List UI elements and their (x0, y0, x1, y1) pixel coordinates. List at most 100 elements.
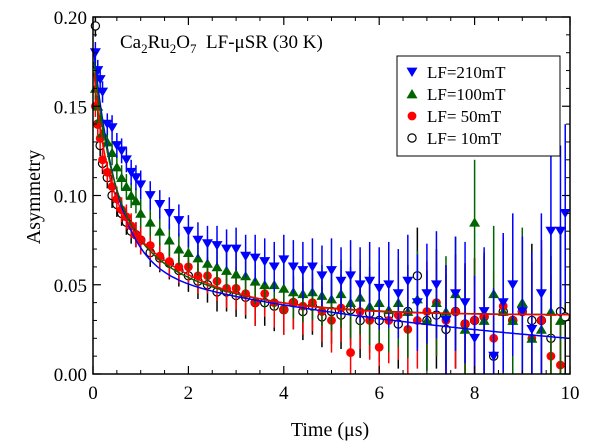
data-point (459, 298, 471, 308)
data-point (173, 244, 185, 254)
x-tick-label: 0 (88, 383, 98, 404)
y-tick-label: 0.05 (54, 276, 87, 297)
legend-marker (406, 67, 418, 77)
data-point (163, 208, 175, 219)
data-point (182, 247, 194, 258)
data-point (240, 251, 252, 262)
data-point (297, 266, 309, 276)
data-point (106, 123, 118, 133)
data-point (507, 280, 519, 290)
data-point (326, 266, 337, 276)
legend-label: LF=210mT (427, 63, 506, 82)
data-point (559, 208, 571, 219)
data-point (144, 191, 156, 201)
data-point (221, 244, 233, 254)
data-point (373, 283, 385, 294)
data-point (364, 276, 376, 287)
data-point (421, 289, 433, 299)
legend-label: LF=100mT (427, 85, 506, 104)
data-point (163, 235, 175, 245)
data-point (201, 258, 213, 268)
data-point (259, 257, 271, 267)
data-point (135, 208, 147, 218)
legend-label: LF= 50mT (427, 107, 502, 126)
data-point (130, 173, 142, 183)
data-point (335, 276, 347, 287)
y-axis-label: Asymmetry (23, 150, 45, 244)
data-point (469, 333, 481, 344)
data-point (545, 226, 557, 237)
legend-label: LF= 10mT (427, 129, 502, 148)
data-point (526, 324, 538, 335)
data-point (516, 307, 528, 317)
data-point (125, 167, 137, 178)
data-point (116, 146, 128, 156)
y-tick-label: 0.10 (54, 187, 87, 208)
x-tick-label: 8 (470, 383, 480, 404)
data-point (164, 257, 174, 266)
data-point (101, 137, 113, 147)
data-point (554, 226, 566, 237)
data-point (154, 226, 166, 236)
y-tick-label: 0.00 (54, 365, 87, 386)
legend-marker (406, 89, 418, 99)
data-point (130, 195, 142, 206)
data-point (346, 348, 355, 357)
x-axis-label: Time (μs) (291, 419, 369, 441)
legend: LF=210mT LF=100mT LF= 50mT LF= 10mT (396, 55, 561, 157)
data-point (345, 271, 357, 281)
data-point (221, 265, 233, 275)
fit-curve-0 (93, 52, 571, 340)
data-point (469, 217, 481, 227)
fit-curve-2 (93, 72, 570, 316)
data-point (230, 269, 242, 279)
data-point (116, 172, 128, 183)
data-point (278, 283, 290, 293)
data-point (535, 289, 547, 299)
data-point (392, 289, 404, 299)
x-tick-label: 6 (374, 383, 384, 404)
data-point (374, 342, 384, 352)
data-point (402, 276, 414, 287)
data-point (111, 161, 123, 172)
data-point (440, 316, 452, 326)
data-point (125, 190, 137, 200)
data-point (383, 280, 395, 290)
data-point (411, 298, 423, 308)
legend-marker (407, 111, 417, 121)
data-point (201, 239, 213, 249)
data-point (316, 271, 328, 281)
data-point (306, 262, 318, 272)
data-point (497, 298, 509, 308)
y-tick-label: 0.15 (54, 97, 87, 118)
data-point (211, 241, 223, 251)
legend-entries: LF=210mT LF=100mT LF= 50mT LF= 10mT (406, 63, 506, 148)
data-point (120, 181, 132, 191)
data-point (173, 216, 185, 226)
data-point (144, 217, 156, 227)
x-tick-label: 4 (279, 383, 289, 404)
data-point (450, 289, 462, 299)
x-tick-label: 10 (561, 383, 580, 404)
data-point (430, 280, 442, 290)
tick-layer: 0 2 4 6 8 10 0.00 0.05 0.10 0.15 0.20 (54, 8, 580, 404)
data-point (211, 261, 223, 272)
data-point (488, 351, 500, 362)
data-point (174, 262, 184, 272)
data-point (111, 141, 123, 151)
data-point (182, 226, 194, 237)
data-point (97, 87, 109, 97)
data-point (249, 253, 261, 263)
data-point (278, 255, 290, 265)
legend-box (396, 55, 561, 157)
chart-title: Ca2Ru2O7 LF-μSR (30 K) (120, 32, 323, 56)
data-point (192, 235, 204, 246)
data-point (268, 262, 280, 272)
x-tick-label: 2 (184, 383, 194, 404)
data-point (154, 200, 166, 210)
data-point (554, 315, 566, 325)
data-point (478, 307, 490, 317)
data-point (135, 180, 147, 190)
data-point (230, 244, 242, 254)
